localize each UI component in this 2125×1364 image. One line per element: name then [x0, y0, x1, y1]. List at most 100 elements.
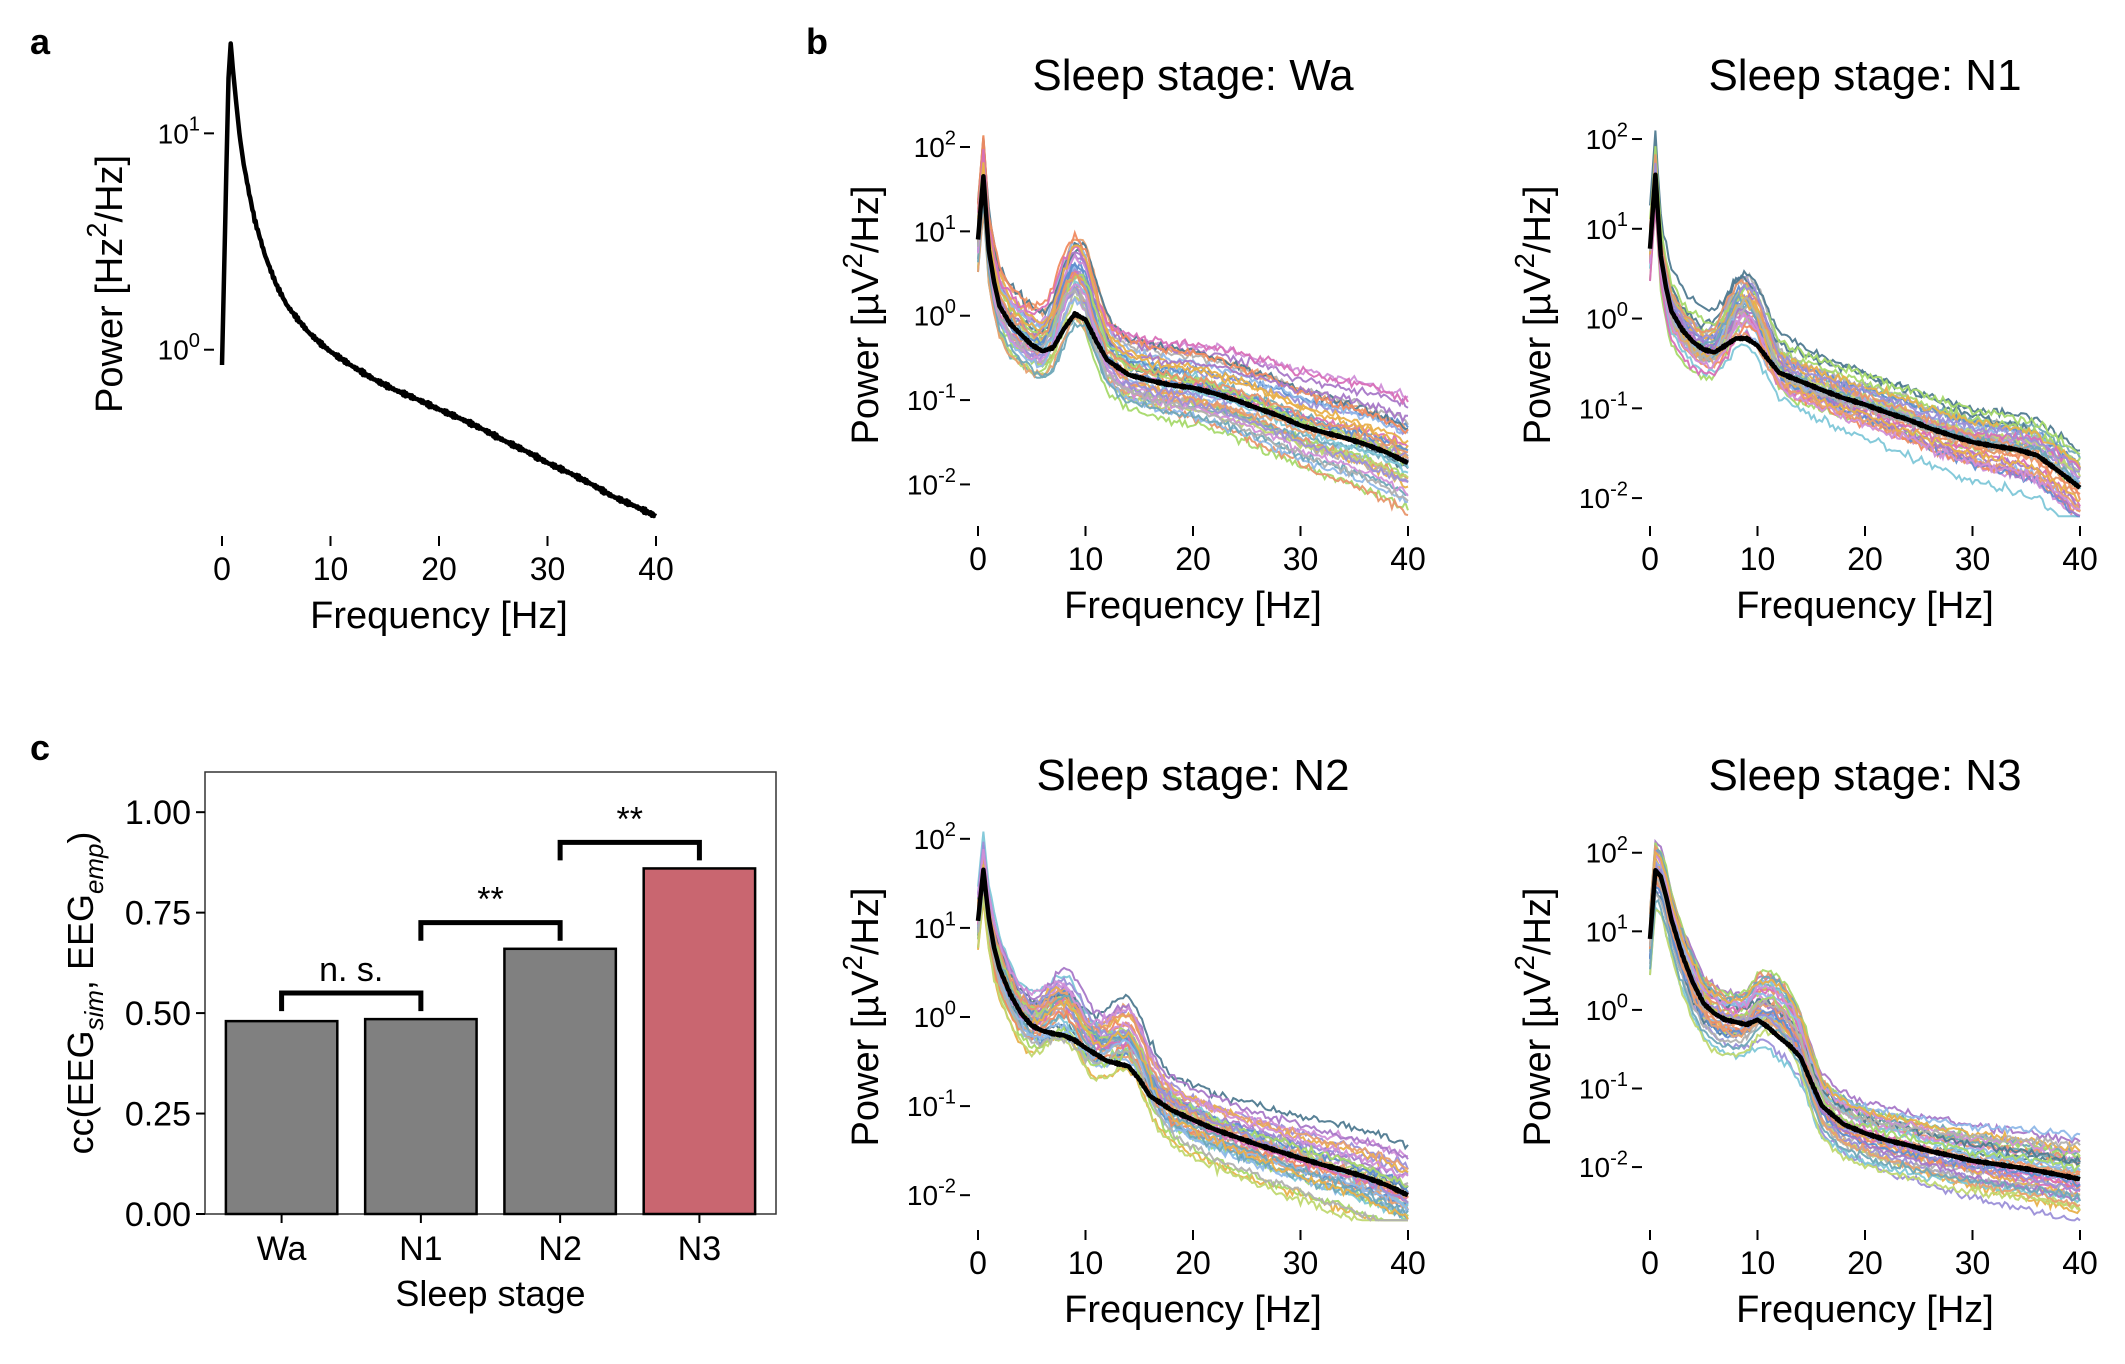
channel-trace-17 [977, 155, 1409, 435]
y-tick-label-0.00: 0.00 [125, 1196, 191, 1234]
y-axis-label-sup: 2 [1509, 253, 1540, 268]
channel-trace-40 [977, 881, 1408, 1222]
x-tick-label-30: 30 [1283, 1245, 1319, 1281]
x-axis-label: Frequency [Hz] [1736, 1289, 1994, 1331]
y-tick-label-0.25: 0.25 [125, 1096, 191, 1134]
x-tick-label-20: 20 [1847, 1245, 1883, 1281]
y-tick-label-0-exp: 0 [189, 330, 200, 352]
x-tick-label-30: 30 [1955, 1245, 1991, 1281]
x-tick-label-20: 20 [1175, 541, 1211, 577]
y-axis-label-part1: Power [µV [845, 970, 887, 1147]
y-tick-label--2: 10-2 [907, 465, 956, 501]
y-tick-label-0: 100 [1586, 990, 1628, 1026]
y-tick-label-1-exp: 1 [945, 908, 956, 930]
channel-trace-28 [1649, 908, 2081, 1211]
y-tick-label--1-base: 10 [907, 385, 938, 416]
y-tick-label--2-base: 10 [1579, 1152, 1610, 1183]
channel-trace-40 [977, 184, 1409, 502]
y-tick-label--2-exp: -2 [1610, 478, 1628, 500]
y-tick-label-1-exp: 1 [945, 212, 956, 234]
channel-trace-38 [1649, 189, 2081, 511]
channel-trace-34 [1649, 146, 2081, 455]
y-tick-label-2-exp: 2 [945, 127, 956, 149]
channel-trace-33 [1649, 858, 2081, 1142]
channel-trace-35 [977, 164, 1409, 454]
x-tick-label-0: 0 [969, 541, 987, 577]
y-axis-label: Power [µV2/Hz] [837, 888, 887, 1147]
y-tick-label--2-exp: -2 [938, 465, 956, 487]
y-axis-label-sub1: sim [81, 990, 109, 1030]
y-tick-label-1-exp: 1 [1617, 912, 1628, 934]
x-axis-label: Sleep stage [395, 1273, 585, 1314]
chart-title: Sleep stage: N3 [1708, 751, 2021, 800]
y-tick-label-0-base: 10 [158, 335, 189, 366]
y-tick-label--1: 10-1 [1579, 1069, 1628, 1105]
x-axis-label: Frequency [Hz] [1064, 585, 1322, 627]
y-axis-label-part2: /Hz] [1517, 888, 1559, 956]
x-tick-label-0: 0 [1641, 1245, 1659, 1281]
y-tick-label-2-base: 10 [914, 824, 945, 855]
y-tick-label-1-base: 10 [914, 216, 945, 247]
chart-title: Sleep stage: N2 [1036, 751, 1349, 800]
plot-frame [204, 771, 777, 1215]
x-tick-label-0: 0 [1641, 541, 1659, 577]
x-tick-label-30: 30 [1283, 541, 1319, 577]
y-tick-label-2: 102 [1586, 119, 1628, 155]
x-tick-label-10: 10 [1068, 541, 1104, 577]
y-tick-label-2-base: 10 [1586, 124, 1617, 155]
chart-b-sleep-stage-wa: Sleep stage: Wa0 10 20 30 4010-210-110010110… [837, 51, 1426, 627]
y-tick-label-1-base: 10 [1586, 214, 1617, 245]
y-tick-label--1: 10-1 [907, 1086, 956, 1122]
y-axis-label-sup: 2 [81, 223, 112, 238]
y-axis-label-part1: Power [µV [1517, 970, 1559, 1147]
y-tick-label-0-base: 10 [1586, 304, 1617, 335]
y-axis-label-part1: Power [µV [845, 268, 887, 445]
y-tick-label-0-exp: 0 [945, 296, 956, 318]
chart-b-sleep-stage-n3: Sleep stage: N30 10 20 30 4010-210-110010110… [1509, 751, 2098, 1331]
y-tick-label-1-base: 10 [1586, 916, 1617, 947]
y-tick-label-1: 101 [1586, 209, 1628, 245]
y-tick-label--2-base: 10 [1579, 483, 1610, 514]
y-tick-label--1-exp: -1 [938, 380, 956, 402]
x-tick-label-Wa: Wa [257, 1230, 307, 1268]
y-tick-label-1: 101 [914, 908, 956, 944]
y-tick-label-1: 101 [158, 114, 200, 150]
x-tick-label-40: 40 [2062, 1245, 2098, 1281]
panel-label-b: b [806, 21, 828, 62]
y-axis-label-sup: 2 [837, 253, 868, 268]
channel-trace-29 [977, 149, 1409, 406]
x-tick-label-30: 30 [530, 551, 566, 587]
x-tick-label-20: 20 [421, 551, 457, 587]
y-tick-label-0.75: 0.75 [125, 895, 191, 933]
channel-trace-27 [1649, 193, 2080, 518]
bar-N1 [363, 1017, 478, 1216]
y-tick-label-0-base: 10 [914, 1002, 945, 1033]
y-tick-label-1-exp: 1 [1617, 209, 1628, 231]
y-axis-label: Power [µV2/Hz] [1509, 888, 1559, 1147]
x-axis-label: Frequency [Hz] [1064, 1289, 1322, 1331]
y-tick-label--2-exp: -2 [938, 1176, 956, 1198]
mean-line [975, 174, 1410, 465]
y-tick-label-0-base: 10 [914, 301, 945, 332]
x-tick-label-20: 20 [1847, 541, 1883, 577]
y-tick-label-1-base: 10 [914, 913, 945, 944]
y-tick-label-1.00: 1.00 [125, 794, 191, 832]
significance-label-1: n. s. [319, 951, 383, 989]
y-tick-label-2: 102 [914, 127, 956, 163]
panel-label-a: a [30, 21, 51, 62]
x-tick-label-40: 40 [2062, 541, 2098, 577]
y-axis-label-part2: /Hz] [845, 186, 887, 254]
y-tick-label--2-exp: -2 [1610, 1147, 1628, 1169]
x-axis-label: Frequency [Hz] [1736, 585, 1994, 627]
x-tick-label-N3: N3 [678, 1230, 721, 1268]
panel-label-c: c [30, 727, 50, 768]
channel-trace-40 [1649, 181, 2081, 488]
channel-trace-27 [1649, 905, 2081, 1204]
y-tick-label--1-base: 10 [1579, 1073, 1610, 1104]
y-tick-label-1-base: 10 [158, 118, 189, 149]
channel-trace-27 [977, 174, 1409, 474]
y-axis-label: cc(EEGsim, EEGemp) [60, 832, 109, 1155]
channel-trace-37 [977, 864, 1409, 1217]
